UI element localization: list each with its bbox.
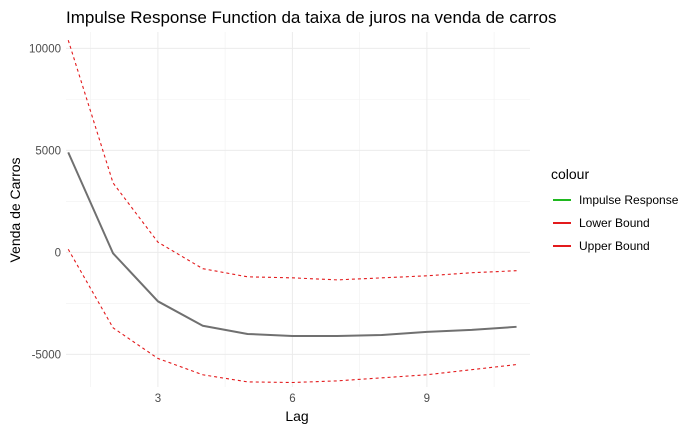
- legend: colour Impulse Response Lower Bound Upper …: [551, 166, 679, 253]
- impulse-response-line: [67, 151, 517, 337]
- grid: [66, 32, 530, 387]
- y-tick-label: 5000: [35, 145, 61, 157]
- upper-bound-line: [67, 39, 517, 281]
- y-tick-label: 0: [55, 247, 61, 259]
- x-axis-title: Lag: [285, 408, 308, 424]
- x-tick-label: 6: [289, 393, 295, 405]
- legend-label-lower-bound: Lower Bound: [579, 216, 650, 230]
- series-lines: [67, 39, 517, 384]
- y-tick-labels: -5000 0 5000 10000: [29, 43, 61, 361]
- legend-label-upper-bound: Upper Bound: [579, 239, 650, 253]
- y-axis-title: Venda de Carros: [7, 157, 23, 262]
- x-tick-label: 3: [155, 393, 161, 405]
- legend-title: colour: [551, 166, 589, 182]
- chart-title: Impulse Response Function da taixa de ju…: [66, 8, 556, 27]
- lower-bound-line: [67, 249, 517, 384]
- y-tick-label: 10000: [29, 43, 61, 55]
- x-tick-label: 9: [424, 393, 430, 405]
- x-tick-labels: 3 6 9: [155, 393, 430, 405]
- legend-label-impulse-response: Impulse Response: [579, 193, 679, 207]
- y-tick-label: -5000: [32, 349, 61, 361]
